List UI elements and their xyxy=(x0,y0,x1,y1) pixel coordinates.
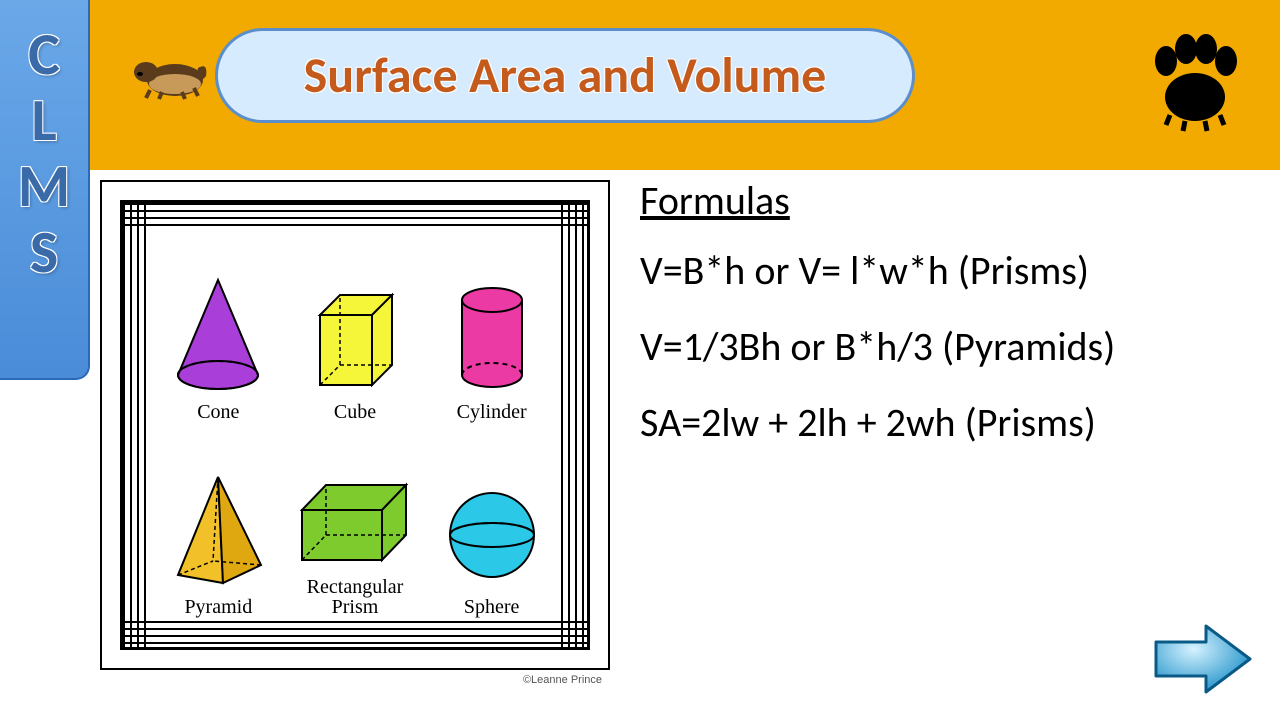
shape-label: Rectangular Prism xyxy=(307,577,404,617)
next-arrow-button[interactable] xyxy=(1148,620,1258,698)
frame-hatch xyxy=(123,203,149,647)
shape-cone: Cone xyxy=(153,233,284,422)
cylinder-icon xyxy=(437,270,547,400)
formula-line: V=B*h or V= l*w*h (Prisms) xyxy=(640,246,1240,296)
copyright-text: ©Leanne Prince xyxy=(523,674,602,686)
frame-hatch xyxy=(123,203,587,229)
cube-icon xyxy=(300,270,410,400)
shape-label: Cylinder xyxy=(457,402,527,422)
wolverine-icon xyxy=(120,40,210,100)
frame-hatch xyxy=(123,621,587,647)
cone-icon xyxy=(163,270,273,400)
sidebar: C L M S xyxy=(0,0,90,380)
page-title: Surface Area and Volume xyxy=(304,45,827,106)
header-bar: Surface Area and Volume xyxy=(0,0,1280,170)
sidebar-letter: L xyxy=(31,88,56,154)
shape-rect-prism: Rectangular Prism xyxy=(290,428,421,617)
paw-icon xyxy=(1140,25,1250,135)
pyramid-icon xyxy=(163,465,273,595)
sphere-icon xyxy=(437,465,547,595)
shape-label: Cube xyxy=(334,402,376,422)
frame-hatch xyxy=(561,203,587,647)
formulas-heading: Formulas xyxy=(640,176,1240,226)
shape-label: Sphere xyxy=(464,597,520,617)
content-area: Cone Cube xyxy=(0,170,1280,720)
formula-line: SA=2lw + 2lh + 2wh (Prisms) xyxy=(640,398,1240,448)
shape-sphere: Sphere xyxy=(426,428,557,617)
sidebar-letter: M xyxy=(18,154,70,220)
shapes-grid: Cone Cube xyxy=(153,233,557,617)
shapes-panel: Cone Cube xyxy=(100,180,610,670)
shape-label: Pyramid xyxy=(184,597,252,617)
title-pill: Surface Area and Volume xyxy=(215,28,915,123)
shape-cube: Cube xyxy=(290,233,421,422)
prism-icon xyxy=(290,465,420,575)
formulas-panel: Formulas V=B*h or V= l*w*h (Prisms) V=1/… xyxy=(640,176,1240,474)
shapes-frame: Cone Cube xyxy=(120,200,590,650)
sidebar-letter: S xyxy=(30,220,58,286)
shape-cylinder: Cylinder xyxy=(426,233,557,422)
sidebar-letter: C xyxy=(28,22,60,88)
shape-pyramid: Pyramid xyxy=(153,428,284,617)
formula-line: V=1/3Bh or B*h/3 (Pyramids) xyxy=(640,322,1240,372)
shape-label: Cone xyxy=(197,402,239,422)
